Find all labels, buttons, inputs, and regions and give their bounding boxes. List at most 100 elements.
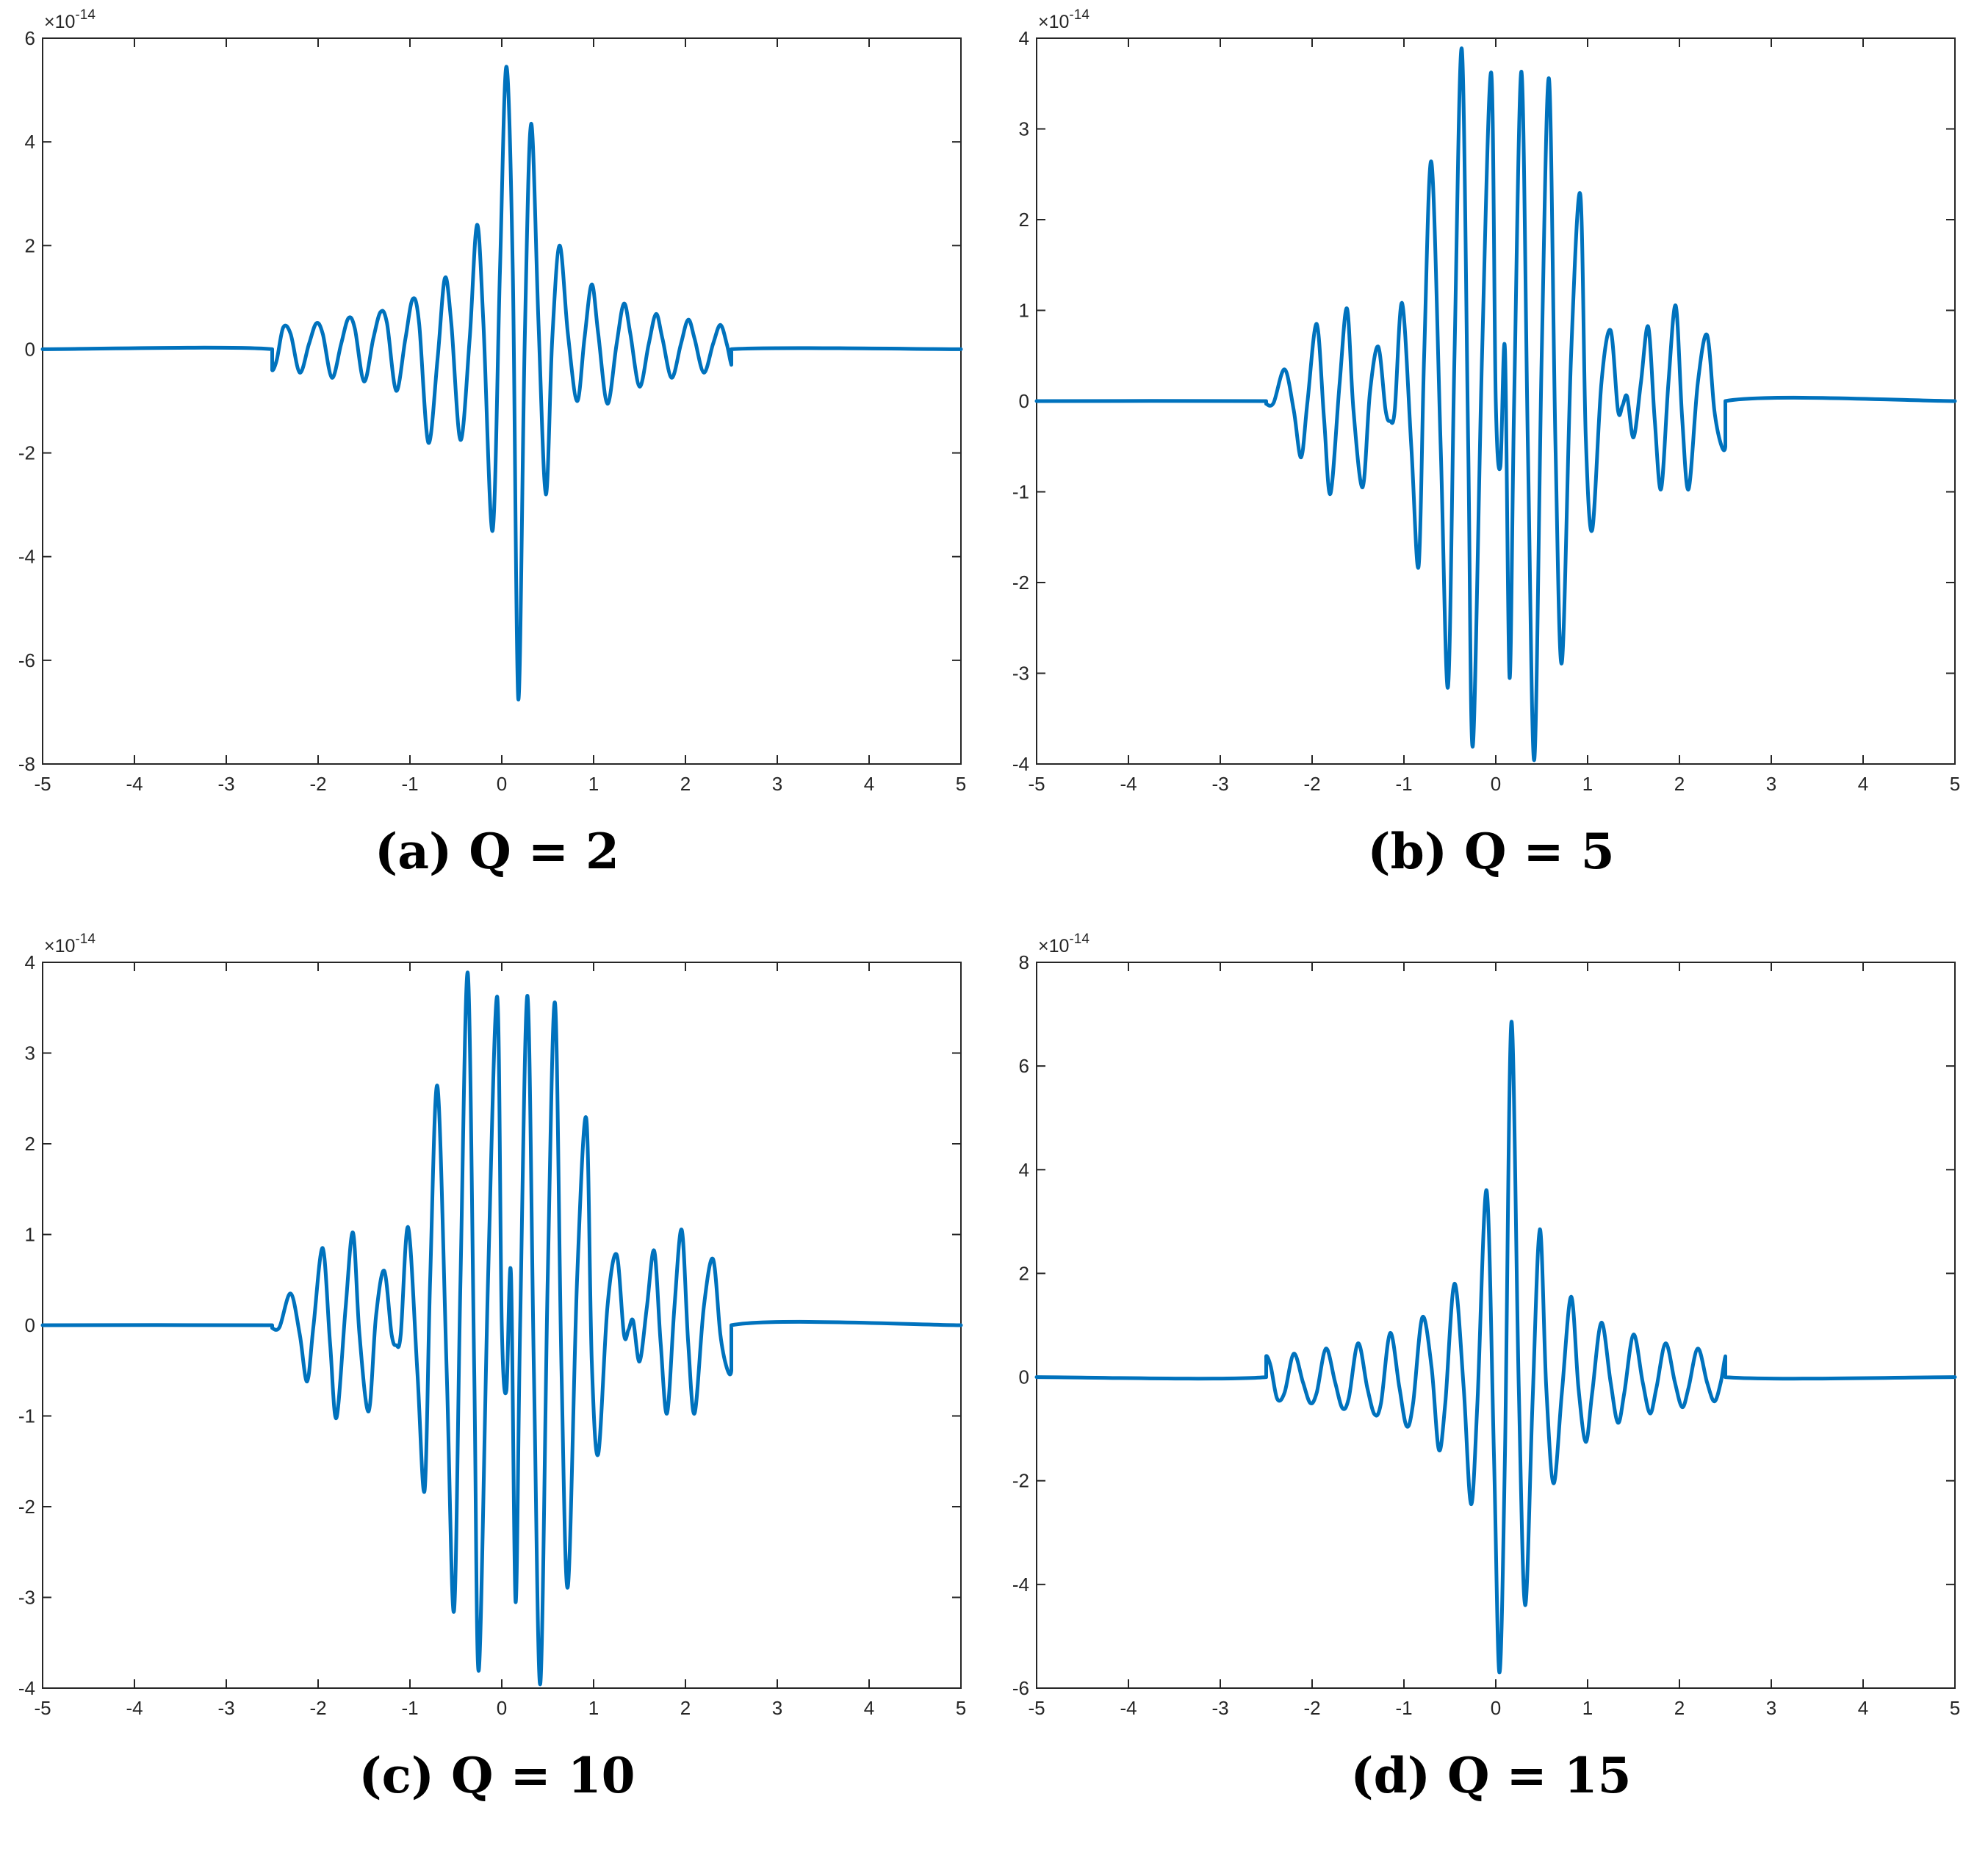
y-tick-label: -1 [1012,481,1029,503]
y-tick-label: -4 [1012,1574,1029,1596]
x-tick-label: -2 [1303,1697,1320,1719]
x-tick-label: -2 [309,1697,326,1719]
x-tick-label: -5 [1028,1697,1045,1719]
y-tick-label: -3 [1012,663,1029,685]
x-tick-label: 0 [497,773,507,795]
caption-a-tag: (a) [375,823,453,880]
y-tick-label: 2 [25,1133,35,1155]
caption-c-tag: (c) [359,1747,435,1804]
x-tick-label: 5 [1950,1697,1960,1719]
x-tick-label: 2 [680,1697,691,1719]
x-tick-label: 3 [772,1697,782,1719]
caption-c: (c) Q = 10 [0,1747,994,1804]
y-exponent-label: ×10-14 [1038,931,1090,956]
x-tick-label: -1 [401,1697,418,1719]
series-line-0 [1034,46,1957,763]
y-tick-label: -8 [18,753,35,775]
y-tick-label: 6 [1019,1055,1029,1077]
caption-b: (b) Q = 5 [994,823,1988,880]
x-tick-label: 3 [1766,1697,1776,1719]
x-tick-label: 5 [1950,773,1960,795]
series-line-0 [1034,1020,1957,1675]
y-tick-label: 0 [1019,390,1029,412]
caption-d-text: Q = 15 [1447,1747,1632,1804]
y-tick-label: 6 [25,27,35,49]
y-tick-label: -2 [18,1496,35,1518]
caption-b-text: Q = 5 [1463,823,1615,880]
x-tick-label: 3 [1766,773,1776,795]
x-tick-label: -4 [1120,1697,1137,1719]
series-line-0 [40,65,963,702]
caption-d: (d) Q = 15 [994,1747,1988,1804]
x-tick-label: -2 [1303,773,1320,795]
x-tick-label: -5 [34,773,51,795]
y-tick-label: -2 [1012,572,1029,594]
x-tick-label: -4 [126,773,143,795]
y-tick-label: -2 [18,442,35,464]
y-tick-label: 0 [1019,1366,1029,1388]
chart-panel-d: -5 -4 -3 -2 -1 0 1 2 3 4 5 -6 -4 -2 0 2 4 6 8 ×10-14 [1012,931,1960,1719]
x-tick-label: -5 [1028,773,1045,795]
x-tick-label: 0 [1491,1697,1501,1719]
y-tick-label: 4 [1019,1158,1029,1181]
y-tick-label: -2 [1012,1470,1029,1492]
x-tick-label: -1 [1395,773,1412,795]
y-tick-label: 4 [25,131,35,153]
y-tick-label: 0 [25,338,35,360]
caption-a-text: Q = 2 [469,823,619,880]
y-tick-label: -3 [18,1587,35,1609]
x-tick-label: 2 [1674,773,1685,795]
caption-d-tag: (d) [1350,1747,1431,1804]
x-tick-label: 1 [1582,773,1593,795]
y-tick-label: -4 [1012,753,1029,775]
x-tick-label: -1 [401,773,418,795]
y-tick-label: -6 [1012,1677,1029,1699]
x-tick-label: -4 [126,1697,143,1719]
y-exponent-label: ×10-14 [1038,7,1090,32]
y-tick-label: 2 [1019,1262,1029,1284]
y-tick-label: 4 [1019,27,1029,49]
x-tick-label: 3 [772,773,782,795]
y-tick-label: 3 [1019,118,1029,140]
x-tick-label: 1 [588,1697,599,1719]
y-tick-label: 1 [25,1224,35,1246]
caption-b-tag: (b) [1367,823,1447,880]
caption-c-text: Q = 10 [451,1747,635,1804]
y-tick-label: 0 [25,1314,35,1336]
y-tick-label: -1 [18,1405,35,1427]
x-tick-label: 0 [1491,773,1501,795]
x-tick-label: -2 [309,773,326,795]
y-tick-label: 2 [1019,209,1029,231]
y-tick-label: 2 [25,234,35,256]
x-tick-label: 1 [588,773,599,795]
x-tick-label: 5 [956,1697,966,1719]
x-tick-label: 5 [956,773,966,795]
chart-panel-a: -5 -4 -3 -2 -1 0 1 2 3 4 5 -8 -6 -4 -2 0 2 4 6 ×10-14 [18,7,966,795]
x-tick-label: 4 [864,773,874,795]
x-tick-label: 0 [497,1697,507,1719]
x-tick-label: -3 [1211,773,1228,795]
x-tick-label: -5 [34,1697,51,1719]
y-tick-label: -6 [18,649,35,671]
x-tick-label: 4 [1858,773,1868,795]
y-exponent-label: ×10-14 [44,7,96,32]
y-tick-label: 4 [25,951,35,973]
x-tick-label: 1 [1582,1697,1593,1719]
x-tick-label: -4 [1120,773,1137,795]
x-tick-label: -3 [1211,1697,1228,1719]
caption-a: (a) Q = 2 [0,823,994,880]
x-tick-label: 2 [680,773,691,795]
y-tick-label: 1 [1019,300,1029,322]
y-tick-label: -4 [18,546,35,568]
x-tick-label: 4 [1858,1697,1868,1719]
series-line-0 [40,970,963,1687]
x-tick-label: 4 [864,1697,874,1719]
y-tick-label: 3 [25,1042,35,1064]
x-tick-label: 2 [1674,1697,1685,1719]
x-tick-label: -3 [217,773,234,795]
y-tick-label: 8 [1019,951,1029,973]
y-tick-label: -4 [18,1677,35,1699]
